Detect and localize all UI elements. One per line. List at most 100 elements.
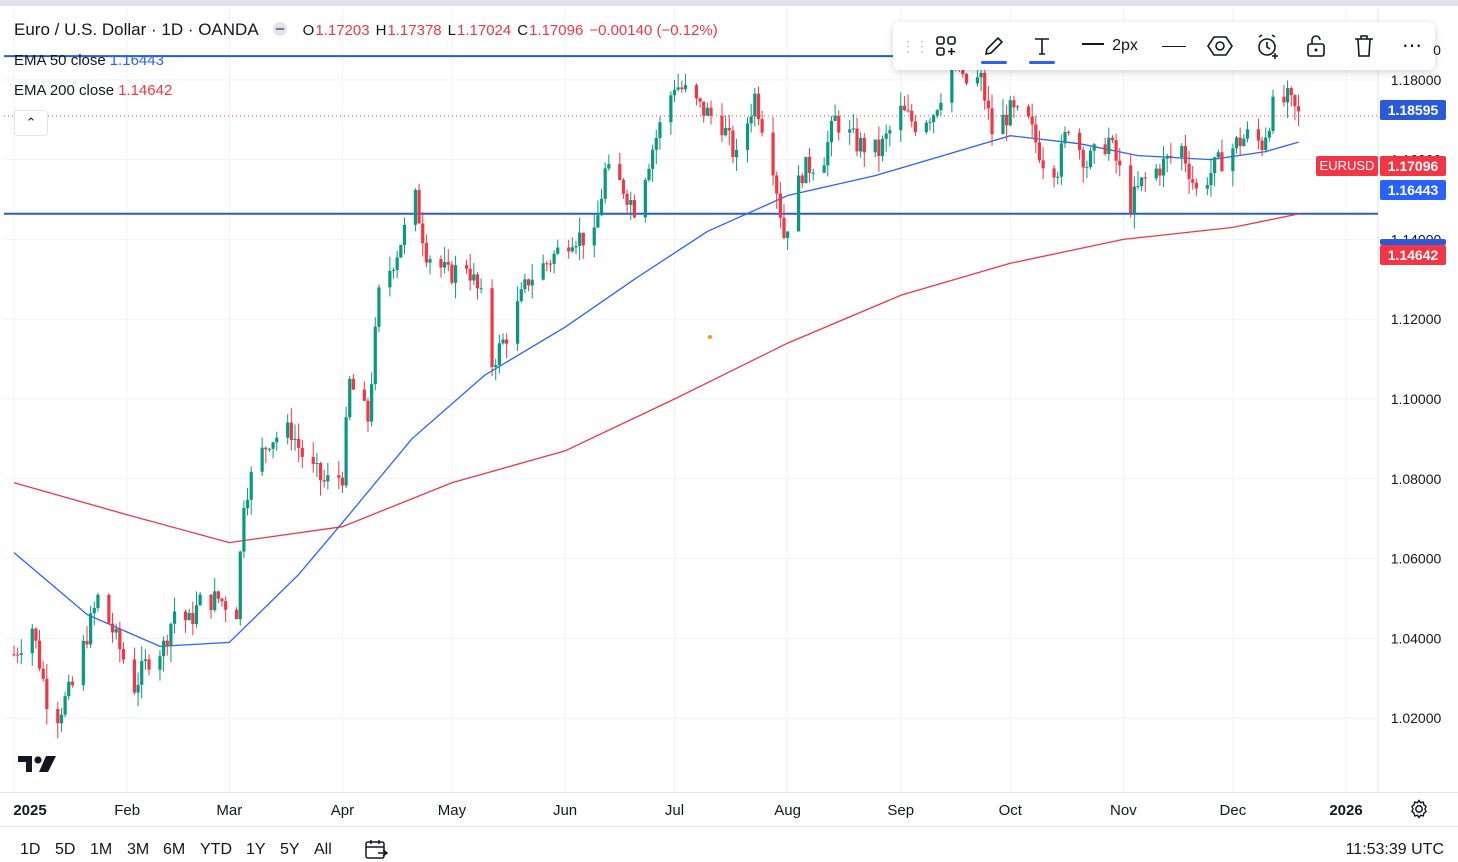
candle-body	[107, 594, 111, 624]
alarm-add-icon[interactable]	[1253, 32, 1283, 60]
range-3m-button[interactable]: 3M	[127, 841, 150, 858]
candle-body	[862, 137, 866, 153]
top-border	[0, 0, 1458, 6]
candle-body	[669, 95, 673, 123]
range-ytd-button[interactable]: YTD	[200, 841, 232, 858]
x-tick-label: Dec	[1220, 802, 1247, 819]
ohlc-label: C	[517, 22, 529, 39]
symbol-title[interactable]: Euro / U.S. Dollar · 1D · OANDA	[14, 20, 259, 39]
lower-hline-price-tag[interactable]	[1380, 239, 1446, 245]
collapse-legend-icon[interactable]	[272, 22, 287, 36]
collapse-indicators-button[interactable]: ⌃	[14, 110, 48, 136]
candle-body	[70, 681, 74, 686]
range-5y-button[interactable]: 5Y	[280, 841, 300, 858]
candle-body	[140, 661, 144, 685]
y-tick-label: 1.04000	[1391, 630, 1442, 646]
candle-body	[1143, 177, 1147, 179]
text-icon[interactable]	[1027, 32, 1057, 64]
candle-body	[1132, 186, 1136, 214]
candle-body	[523, 279, 527, 290]
candle-body	[928, 122, 932, 124]
x-axis: 2025 Feb Mar Apr May Jun Jul Aug Sep Oct Nov Dec 202…	[13, 802, 1362, 819]
candle-body	[552, 253, 556, 264]
candle-body	[366, 400, 370, 422]
candle-body	[935, 110, 939, 116]
candle-body	[1136, 185, 1140, 187]
candle-body	[169, 623, 173, 647]
candle-body	[578, 232, 582, 246]
candle-body	[242, 508, 246, 552]
range-1m-button[interactable]: 1M	[90, 841, 113, 858]
range-6m-button[interactable]: 6M	[163, 841, 186, 858]
candle-body	[209, 594, 213, 611]
range-5d-button[interactable]: 5D	[55, 841, 76, 858]
candle-body	[395, 257, 399, 271]
candle-body	[950, 64, 954, 103]
candle-body	[1037, 142, 1042, 161]
candle-body	[621, 180, 626, 194]
candle-body	[986, 100, 990, 109]
line-style-icon[interactable]	[1159, 32, 1189, 60]
y-tick-label: 1.12000	[1391, 311, 1442, 327]
candle-body	[848, 129, 852, 133]
line-width-label: 2px	[1112, 37, 1138, 54]
upper-hline-price-tag[interactable]: 1.18595	[1380, 100, 1446, 120]
drawing-toolbar: ⋮⋮ 2px ⋯	[893, 22, 1435, 70]
line-width-button[interactable]: 2px	[1075, 32, 1145, 60]
candle-body	[705, 107, 709, 116]
candle-body	[413, 189, 418, 225]
candle-body	[92, 607, 96, 614]
candle-body	[1242, 138, 1246, 147]
ema200-legend[interactable]: EMA 200 close 1.14642	[14, 82, 176, 99]
gear-icon[interactable]	[1408, 798, 1430, 820]
candle-body	[1118, 160, 1122, 166]
y-tick-label: 1.02000	[1391, 710, 1442, 726]
change-value: −0.00140 (−0.12%)	[589, 22, 718, 39]
candle-body	[632, 200, 636, 218]
candle-body	[1030, 116, 1034, 125]
candle-body	[961, 69, 965, 74]
candle-body	[745, 123, 750, 150]
candle-body	[581, 232, 585, 246]
candle-body	[213, 591, 217, 611]
unlock-icon[interactable]	[1301, 32, 1331, 60]
candle-body	[479, 288, 483, 290]
candle-body	[96, 594, 100, 608]
more-icon[interactable]: ⋯	[1402, 35, 1422, 57]
goto-date-icon[interactable]	[364, 838, 390, 862]
candle-body	[822, 165, 826, 173]
range-all-button[interactable]: All	[314, 841, 332, 858]
x-tick-label: Feb	[114, 802, 140, 819]
candle-body	[760, 119, 764, 133]
candle-body	[734, 149, 739, 158]
candle-body	[315, 463, 319, 465]
candle-body	[800, 175, 804, 184]
candle-body	[1110, 137, 1115, 141]
candle-body	[121, 649, 126, 660]
utc-clock[interactable]: 11:53:39 UTC	[1345, 841, 1444, 858]
candle-body	[158, 656, 162, 670]
candle-body	[1088, 150, 1093, 168]
candle-body	[913, 121, 917, 133]
candle-body	[782, 217, 786, 238]
candle-body	[983, 72, 987, 101]
hexagon-icon[interactable]	[1205, 32, 1235, 60]
candle-body	[599, 198, 604, 216]
candle-body	[884, 133, 888, 139]
pencil-icon[interactable]	[979, 32, 1009, 64]
ema50-legend[interactable]: EMA 50 close 1.16443	[14, 52, 168, 69]
trash-icon[interactable]	[1349, 32, 1379, 60]
range-1y-button[interactable]: 1Y	[246, 841, 266, 858]
ohlc-value: 1.17024	[457, 22, 512, 39]
candle-body	[1005, 114, 1009, 126]
templates-icon[interactable]	[931, 32, 961, 60]
candle-body	[1015, 106, 1020, 108]
candle-body	[603, 168, 607, 199]
candle-body	[873, 139, 877, 153]
candle-body	[1154, 168, 1158, 179]
candle-body	[753, 93, 757, 117]
candle-body	[12, 654, 16, 656]
drag-handle-icon[interactable]: ⋮⋮	[901, 38, 929, 54]
range-1d-button[interactable]: 1D	[20, 841, 41, 858]
